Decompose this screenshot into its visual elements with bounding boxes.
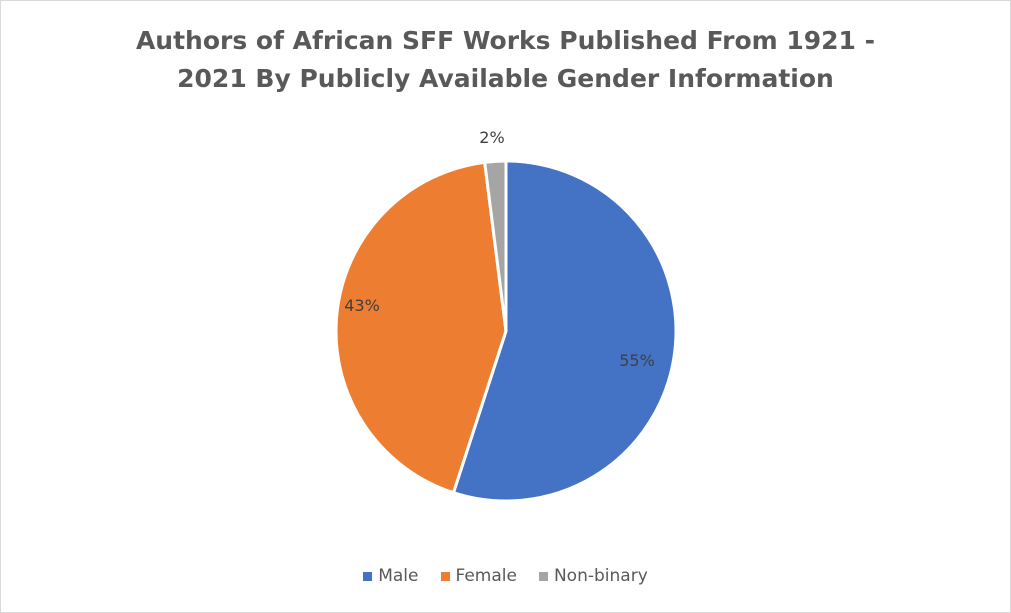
legend-swatch-male [363, 571, 373, 581]
chart-title: Authors of African SFF Works Published F… [0, 22, 1011, 98]
pie-slice-female [334, 160, 508, 495]
legend: Male Female Non-binary [0, 566, 1011, 586]
legend-label-female: Female [455, 566, 517, 586]
legend-swatch-non-binary [538, 571, 548, 581]
chart-title-line-1: Authors of African SFF Works Published F… [135, 26, 876, 55]
pie-slice-male [451, 159, 678, 503]
data-label-female: 43% [344, 296, 380, 315]
pie-slice-non-binary [483, 159, 508, 332]
data-label-non-binary: 2% [479, 128, 504, 147]
legend-item-male: Male [363, 566, 419, 586]
legend-label-non-binary: Non-binary [553, 566, 648, 586]
chart-title-line-2: 2021 By Publicly Available Gender Inform… [177, 64, 834, 93]
legend-swatch-female [440, 571, 450, 581]
legend-label-male: Male [378, 566, 419, 586]
legend-item-non-binary: Non-binary [538, 566, 648, 586]
data-label-male: 55% [619, 351, 655, 370]
legend-item-female: Female [440, 566, 517, 586]
